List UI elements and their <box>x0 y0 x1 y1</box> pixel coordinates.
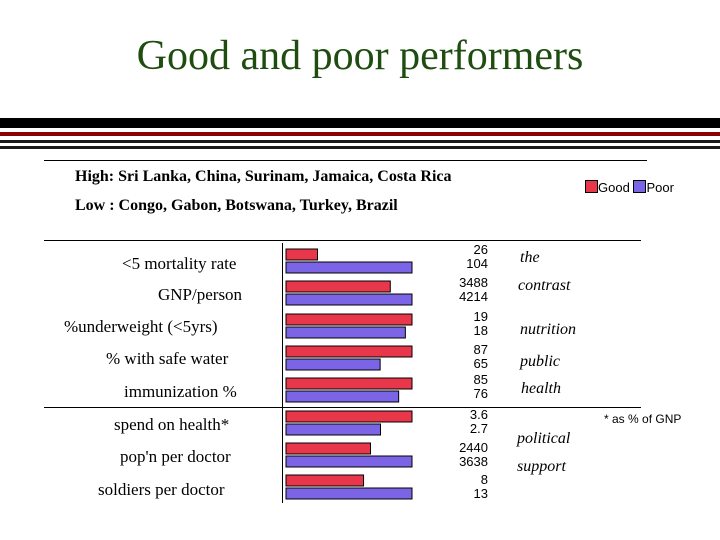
value-good: 19 <box>473 309 488 324</box>
value-good: 3488 <box>459 275 488 290</box>
bar-poor <box>285 487 413 500</box>
bar-good <box>285 474 365 487</box>
annotation-contrast: contrast <box>518 277 571 294</box>
value-label-safe-water: 87 65 <box>420 343 488 371</box>
header-divider <box>44 240 641 241</box>
header-rule-thin-2 <box>0 146 720 149</box>
value-poor: 2.7 <box>469 421 488 436</box>
value-poor: 76 <box>473 386 488 401</box>
value-label-soldiers: 8 13 <box>420 473 488 501</box>
bar-poor <box>285 261 413 274</box>
category-label-immunization: immunization % <box>124 382 237 401</box>
bar-good <box>285 280 391 293</box>
category-label-underweight: %underweight (<5yrs) <box>64 317 218 336</box>
category-label-mortality: <5 mortality rate <box>122 254 237 273</box>
bar-good <box>285 377 413 390</box>
low-performers-text: Low : Congo, Gabon, Botswana, Turkey, Br… <box>75 197 398 214</box>
category-label-safe-water: % with safe water <box>106 349 229 368</box>
bar-baseline <box>282 243 283 503</box>
chart-legend: Good Poor <box>585 180 674 195</box>
category-label-gnp: GNP/person <box>158 285 243 304</box>
legend-poor-swatch <box>633 180 647 193</box>
legend-good-label: Good <box>598 180 630 195</box>
bar-poor <box>285 293 413 306</box>
value-poor: 65 <box>473 356 488 371</box>
value-poor: 4214 <box>459 289 488 304</box>
value-label-mortality: 26 104 <box>420 243 488 271</box>
header-rule-black <box>0 118 720 128</box>
bar-good <box>285 442 372 455</box>
value-poor: 3638 <box>459 454 488 469</box>
bar-poor <box>285 358 381 371</box>
value-label-underweight: 19 18 <box>420 310 488 338</box>
value-label-pop-per-doctor: 2440 3638 <box>420 441 488 469</box>
legend-good-swatch <box>585 180 598 193</box>
value-label-health-spend: 3.6 2.7 <box>420 408 488 436</box>
header-rule-red <box>0 132 720 136</box>
value-label-gnp: 3488 4214 <box>420 276 488 304</box>
value-good: 85 <box>473 372 488 387</box>
value-good: 3.6 <box>469 407 488 422</box>
header-rule-thin-1 <box>0 140 720 143</box>
table-top-border <box>44 160 647 161</box>
bar-good <box>285 345 413 358</box>
group-divider <box>44 407 641 408</box>
bar-poor <box>285 326 406 339</box>
value-poor: 104 <box>466 256 488 271</box>
legend-poor-label: Poor <box>646 180 674 195</box>
annotation-nutrition: nutrition <box>520 321 577 338</box>
category-label-pop-per-doctor: pop'n per doctor <box>120 447 231 466</box>
value-good: 26 <box>473 242 488 257</box>
bar-good <box>285 410 413 423</box>
annotation-health: health <box>521 380 561 397</box>
bar-poor <box>285 455 413 468</box>
value-poor: 13 <box>473 486 488 501</box>
annotation-public: public <box>520 353 560 370</box>
slide-title: Good and poor performers <box>136 33 584 79</box>
footnote: * as % of GNP <box>604 412 682 426</box>
value-good: 8 <box>480 472 488 487</box>
high-performers-text: High: Sri Lanka, China, Surinam, Jamaica… <box>75 168 452 185</box>
category-label-health-spend: spend on health* <box>114 415 230 434</box>
bar-good <box>285 313 413 326</box>
annotation-political: political <box>517 430 571 447</box>
bar-poor <box>285 390 400 403</box>
bar-good <box>285 248 318 261</box>
value-good: 2440 <box>459 440 488 455</box>
category-label-soldiers: soldiers per doctor <box>98 480 225 499</box>
value-good: 87 <box>473 342 488 357</box>
bar-poor <box>285 423 381 436</box>
value-poor: 18 <box>473 323 488 338</box>
annotation-support: support <box>517 458 566 475</box>
value-label-immunization: 85 76 <box>420 373 488 401</box>
annotation-the: the <box>520 249 540 266</box>
